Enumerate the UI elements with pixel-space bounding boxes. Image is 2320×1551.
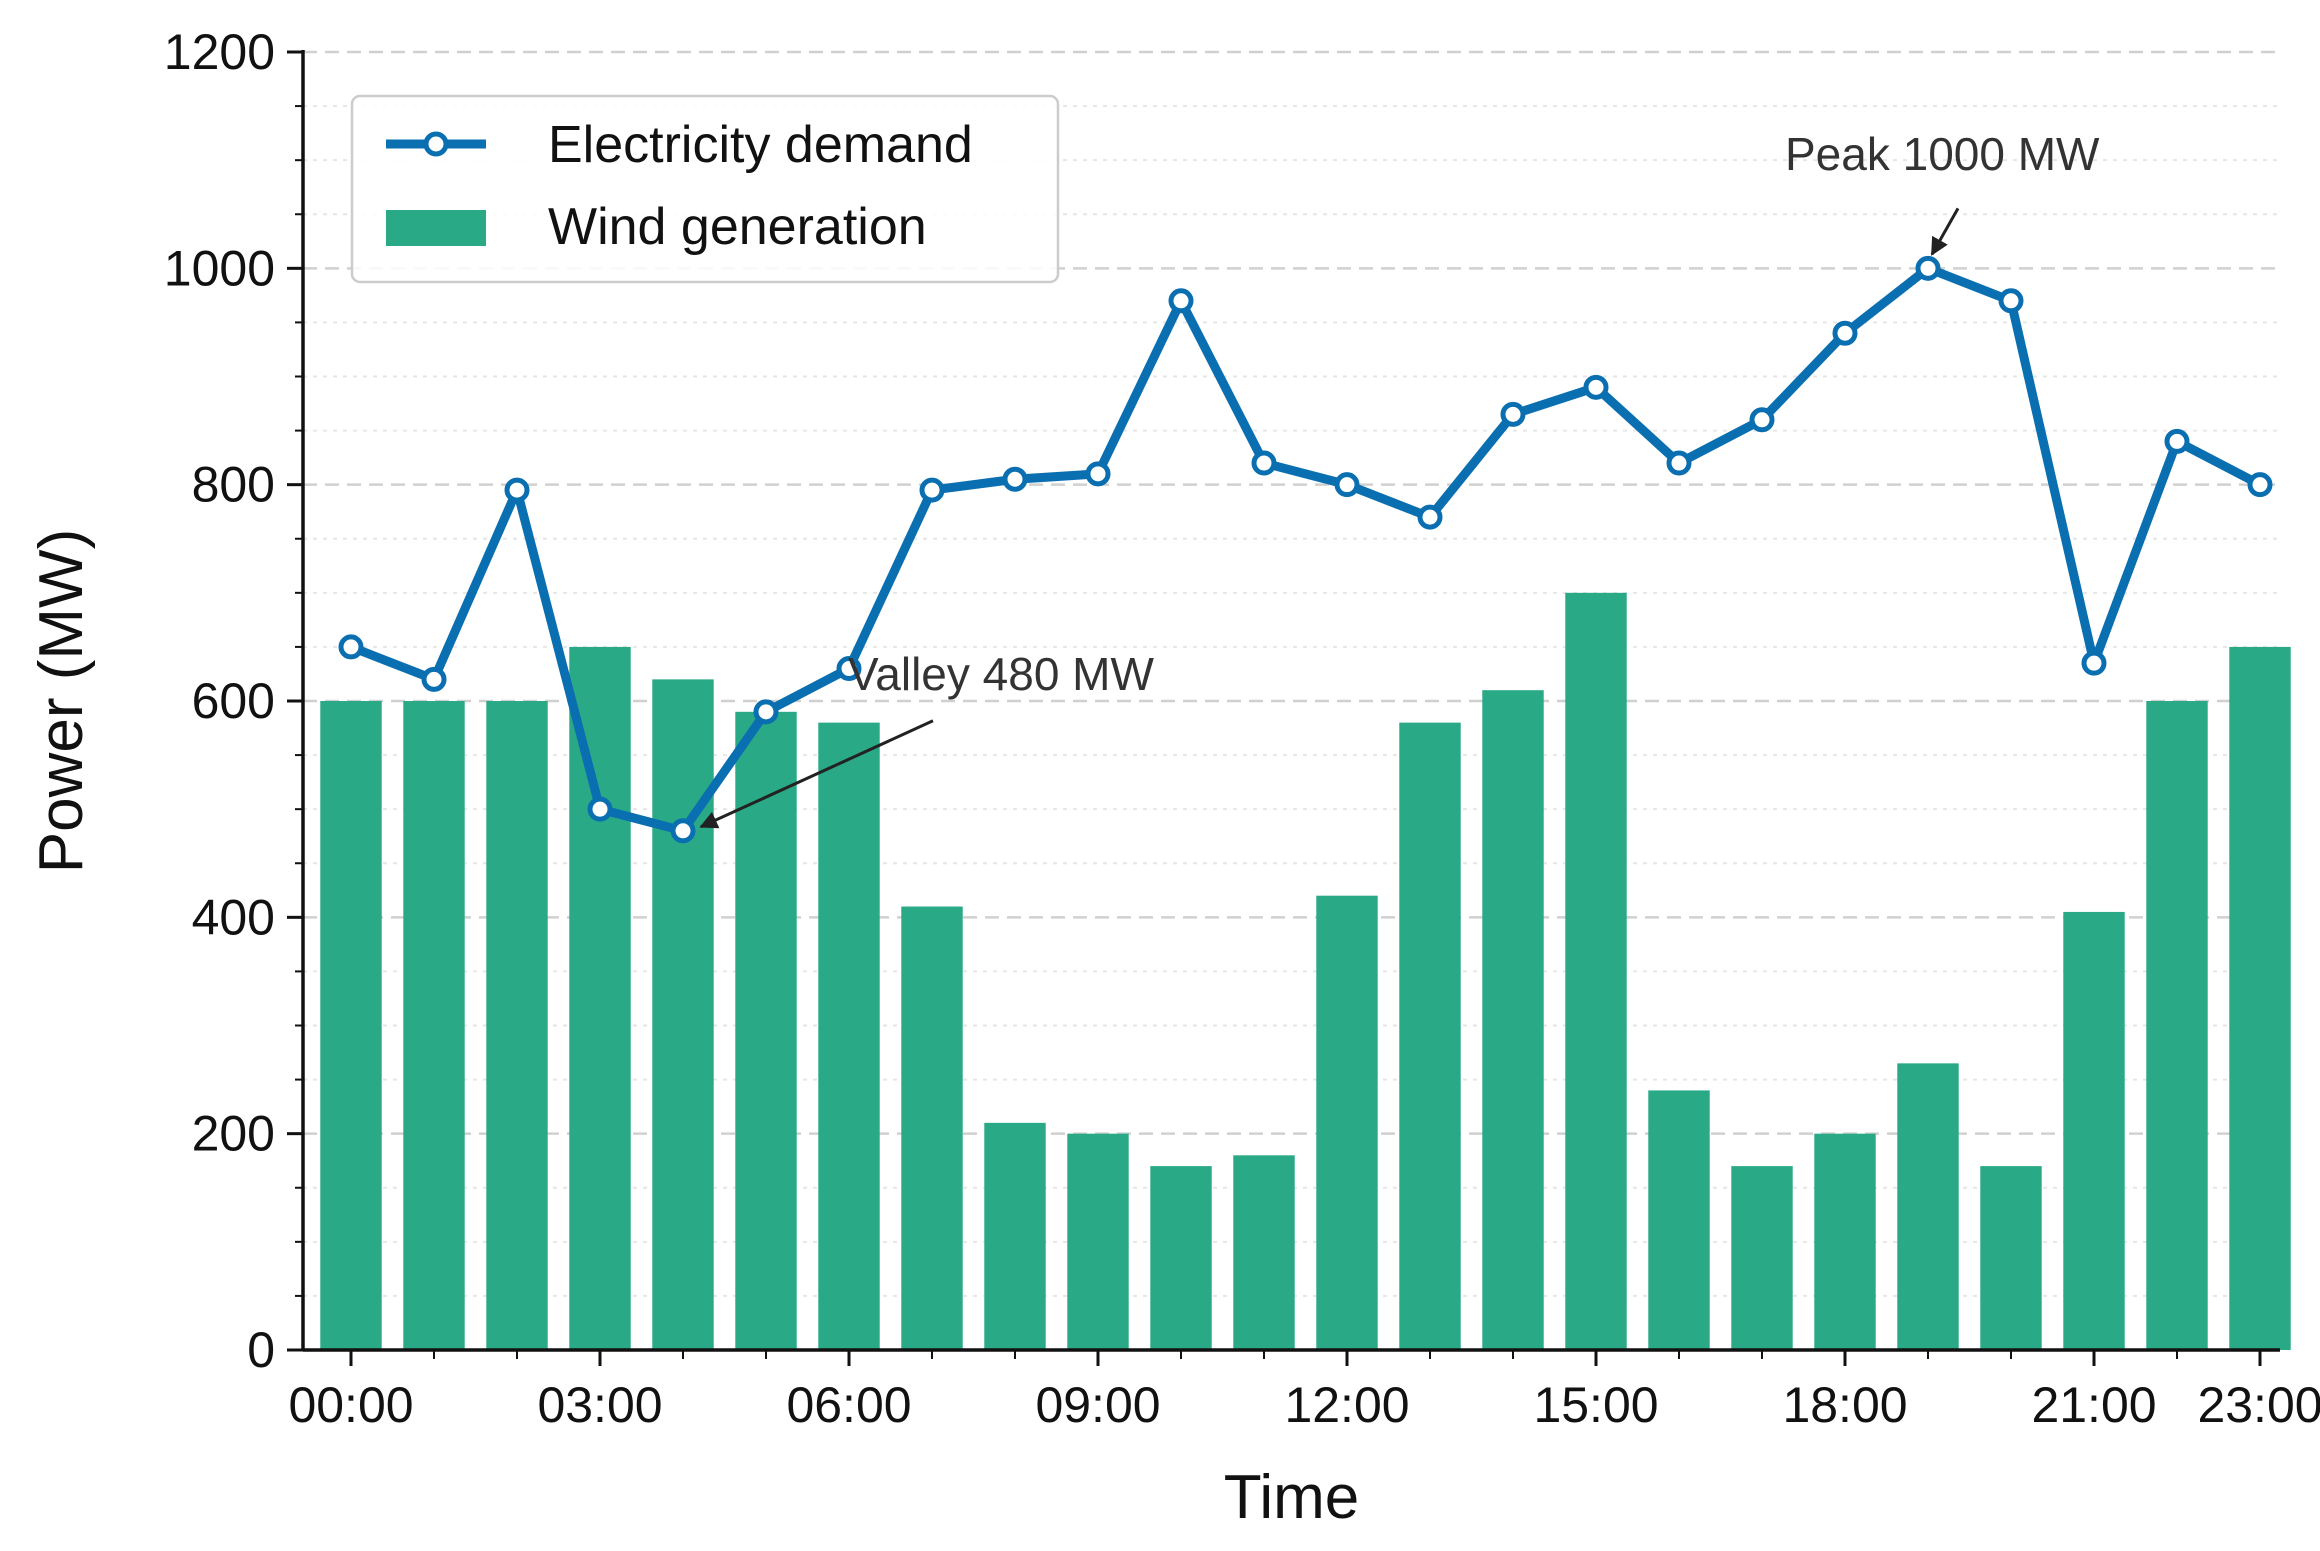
wind-bar-0300 bbox=[569, 646, 631, 1350]
wind-bar-0500 bbox=[735, 711, 797, 1350]
wind-bars bbox=[320, 592, 2291, 1350]
demand-point-1800 bbox=[1832, 320, 1858, 346]
wind-bar-0700 bbox=[901, 906, 963, 1350]
x-tick-label: 18:00 bbox=[1782, 1377, 1907, 1433]
demand-point-0200 bbox=[504, 477, 530, 503]
demand-point-0600 bbox=[836, 656, 862, 682]
demand-point-1300 bbox=[1417, 504, 1443, 530]
legend-wind-swatch bbox=[386, 210, 486, 246]
demand-point-1500 bbox=[1583, 374, 1609, 400]
demand-point-1400 bbox=[1500, 401, 1526, 427]
wind-bar-1900 bbox=[1897, 1063, 1959, 1350]
demand-point-2200 bbox=[2164, 428, 2190, 454]
wind-bar-1100 bbox=[1233, 1155, 1295, 1350]
demand-point-2000 bbox=[1998, 288, 2024, 314]
wind-bar-1500 bbox=[1565, 592, 1627, 1350]
legend-wind-label: Wind generation bbox=[548, 198, 927, 256]
y-tick-label: 400 bbox=[192, 889, 275, 945]
wind-bar-0200 bbox=[486, 701, 548, 1350]
y-tick-label: 1200 bbox=[164, 24, 275, 80]
legend: Electricity demand Wind generation bbox=[350, 94, 1060, 284]
legend-demand-marker bbox=[423, 131, 449, 157]
y-tick-label: 1000 bbox=[164, 240, 275, 296]
wind-bar-0400 bbox=[652, 679, 714, 1350]
wind-bar-0100 bbox=[403, 701, 465, 1350]
peak-annotation-label: Peak 1000 MW bbox=[1785, 128, 2100, 180]
legend-demand-label: Electricity demand bbox=[548, 116, 973, 174]
demand-point-0000 bbox=[338, 634, 364, 660]
demand-point-0500 bbox=[753, 699, 779, 725]
wind-bar-2000 bbox=[1980, 1166, 2042, 1350]
demand-point-2300 bbox=[2247, 472, 2273, 498]
wind-bar-0000 bbox=[320, 701, 382, 1350]
x-tick-label: 06:00 bbox=[786, 1377, 911, 1433]
annotations: Peak 1000 MW Valley 480 MW bbox=[699, 128, 2100, 829]
wind-bar-2200 bbox=[2146, 701, 2208, 1350]
wind-bar-1400 bbox=[1482, 690, 1544, 1350]
demand-point-0400 bbox=[670, 818, 696, 844]
x-axis-title: Time bbox=[1224, 1463, 1359, 1532]
y-tick-label: 800 bbox=[192, 457, 275, 513]
demand-point-2100 bbox=[2081, 650, 2107, 676]
wind-bar-0900 bbox=[1067, 1133, 1129, 1350]
demand-point-0700 bbox=[919, 477, 945, 503]
wind-bar-1600 bbox=[1648, 1090, 1710, 1350]
wind-bar-1200 bbox=[1316, 895, 1378, 1350]
demand-point-1700 bbox=[1749, 407, 1775, 433]
demand-point-1000 bbox=[1168, 288, 1194, 314]
wind-bar-0600 bbox=[818, 722, 880, 1350]
demand-series-line bbox=[346, 263, 2265, 836]
y-axis-title: Power (MW) bbox=[27, 529, 96, 873]
wind-bar-1800 bbox=[1814, 1133, 1876, 1350]
y-tick-label: 0 bbox=[247, 1322, 275, 1378]
demand-point-1200 bbox=[1334, 472, 1360, 498]
demand-point-0900 bbox=[1085, 461, 1111, 487]
demand-point-0100 bbox=[421, 666, 447, 692]
wind-bar-2300 bbox=[2229, 646, 2291, 1350]
x-tick-label: 23:00 bbox=[2197, 1377, 2320, 1433]
axes: 0 200 400 600 800 1000 1200 00:00 03:00 06:00 09:0… bbox=[27, 24, 2320, 1532]
wind-bar-1300 bbox=[1399, 722, 1461, 1350]
x-tick-label: 09:00 bbox=[1035, 1377, 1160, 1433]
demand-point-1900 bbox=[1915, 255, 1941, 281]
demand-point-1100 bbox=[1251, 450, 1277, 476]
x-tick-label: 12:00 bbox=[1284, 1377, 1409, 1433]
demand-point-1600 bbox=[1666, 450, 1692, 476]
valley-arrow bbox=[699, 719, 934, 829]
y-tick-label: 200 bbox=[192, 1106, 275, 1162]
x-tick-label: 03:00 bbox=[537, 1377, 662, 1433]
wind-bar-0800 bbox=[984, 1122, 1046, 1350]
x-tick-label: 15:00 bbox=[1533, 1377, 1658, 1433]
x-tick-label: 00:00 bbox=[288, 1377, 413, 1433]
legend-box bbox=[350, 94, 1060, 284]
demand-point-0300 bbox=[587, 796, 613, 822]
peak-arrow bbox=[1930, 207, 1960, 256]
wind-bar-2100 bbox=[2063, 911, 2125, 1350]
x-tick-label: 21:00 bbox=[2031, 1377, 2156, 1433]
demand-point-0800 bbox=[1002, 466, 1028, 492]
wind-bar-1000 bbox=[1150, 1166, 1212, 1350]
wind-bar-1700 bbox=[1731, 1166, 1793, 1350]
demand-line bbox=[338, 255, 2273, 844]
valley-annotation-label: Valley 480 MW bbox=[848, 648, 1155, 700]
y-tick-label: 600 bbox=[192, 673, 275, 729]
